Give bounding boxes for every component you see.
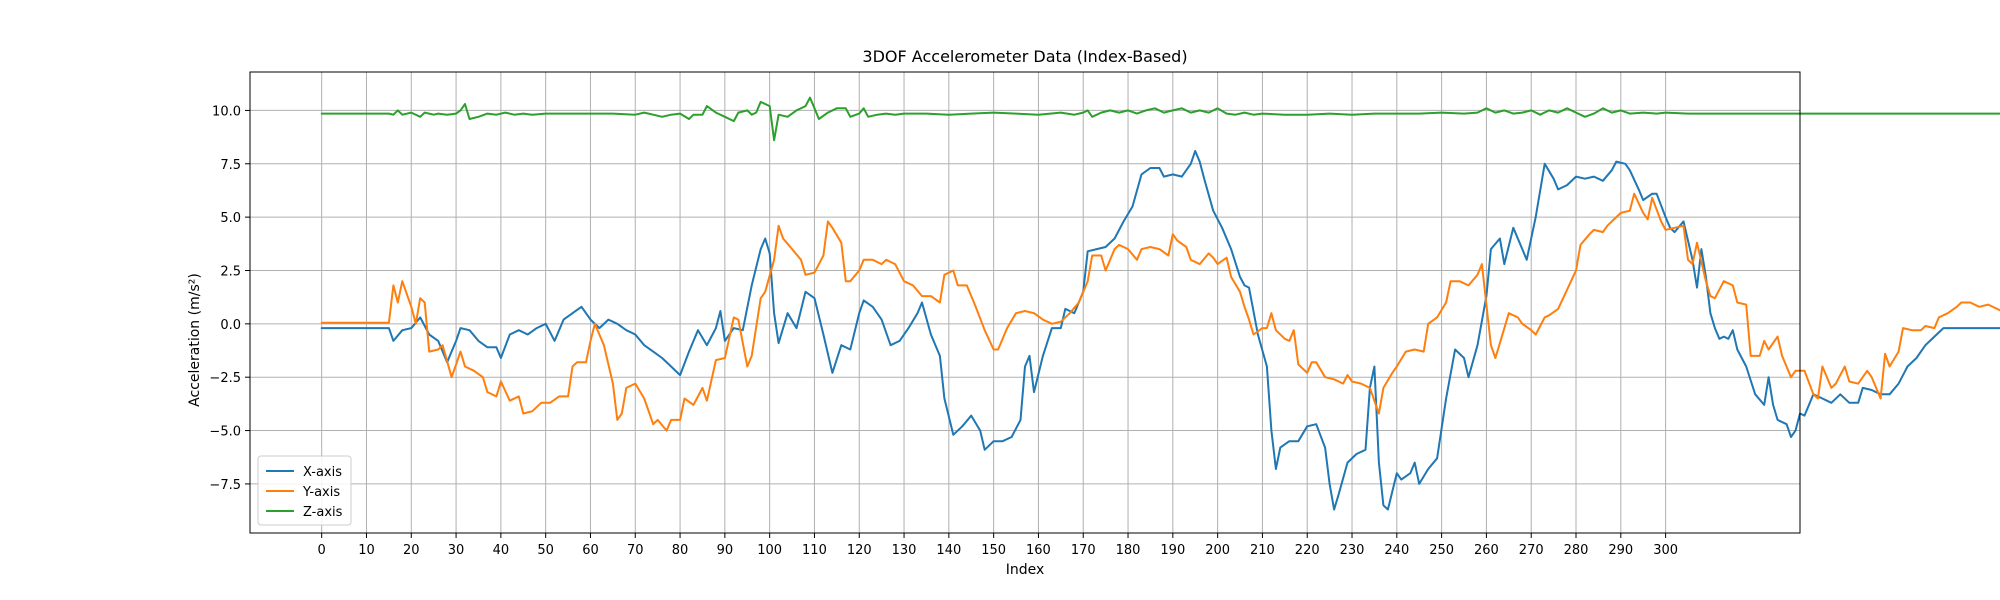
x-tick-label: 240 — [1384, 543, 1409, 558]
legend-entry: X-axis — [303, 465, 342, 480]
y-tick-label: −5.0 — [209, 425, 241, 440]
x-tick-label: 110 — [802, 543, 827, 558]
x-tick-label: 120 — [847, 543, 872, 558]
x-tick-label: 40 — [493, 543, 510, 558]
x-tick-label: 130 — [892, 543, 917, 558]
legend-box — [257, 455, 352, 526]
legend: X-axis Y-axis Z-axis — [257, 455, 352, 526]
x-tick-label: 210 — [1250, 543, 1275, 558]
x-tick-label: 140 — [936, 543, 961, 558]
y-axis-ticks: −7.5 −5.0 −2.5 0.0 2.5 5.0 7.5 10.0 — [209, 104, 250, 493]
x-tick-label: 170 — [1071, 543, 1096, 558]
x-tick-label: 150 — [981, 543, 1006, 558]
x-tick-label: 270 — [1519, 543, 1544, 558]
series-group — [320, 96, 2000, 511]
legend-entry: Y-axis — [302, 485, 340, 500]
grid-lines — [250, 72, 1800, 533]
x-tick-label: 190 — [1160, 543, 1185, 558]
x-axis-ticks: 0 10 20 30 40 50 60 70 80 90 100 110 120 130 140 150 160… — [318, 533, 1678, 558]
x-tick-label: 0 — [318, 543, 326, 558]
y-tick-label: −7.5 — [209, 478, 241, 493]
x-tick-label: 90 — [717, 543, 734, 558]
x-tick-label: 50 — [537, 543, 554, 558]
y-axis-label: Acceleration (m/s²) — [187, 273, 203, 407]
series-line-x-axis — [320, 150, 2000, 511]
x-tick-label: 10 — [358, 543, 375, 558]
x-tick-label: 290 — [1608, 543, 1633, 558]
x-tick-label: 300 — [1653, 543, 1678, 558]
x-tick-label: 30 — [448, 543, 465, 558]
chart-title: 3DOF Accelerometer Data (Index-Based) — [862, 47, 1187, 66]
x-tick-label: 70 — [627, 543, 644, 558]
y-tick-label: 2.5 — [220, 264, 241, 279]
y-tick-label: 7.5 — [220, 158, 241, 173]
x-tick-label: 250 — [1429, 543, 1454, 558]
y-tick-label: 5.0 — [220, 211, 241, 226]
series-line-y-axis — [320, 192, 2000, 432]
x-tick-label: 80 — [672, 543, 689, 558]
y-tick-label: 0.0 — [220, 318, 241, 333]
y-tick-label: 10.0 — [212, 104, 241, 119]
x-tick-label: 20 — [403, 543, 420, 558]
plot-frame — [249, 71, 1801, 534]
legend-entry: Z-axis — [303, 505, 343, 520]
series-line-z-axis — [320, 96, 2000, 142]
x-tick-label: 180 — [1116, 543, 1141, 558]
x-tick-label: 200 — [1205, 543, 1230, 558]
x-tick-label: 60 — [582, 543, 599, 558]
x-tick-label: 230 — [1340, 543, 1365, 558]
x-tick-label: 280 — [1564, 543, 1589, 558]
x-tick-label: 160 — [1026, 543, 1051, 558]
x-axis-label: Index — [1006, 562, 1045, 578]
x-tick-label: 220 — [1295, 543, 1320, 558]
x-tick-label: 100 — [757, 543, 782, 558]
y-tick-label: −2.5 — [209, 371, 241, 386]
x-tick-label: 260 — [1474, 543, 1499, 558]
